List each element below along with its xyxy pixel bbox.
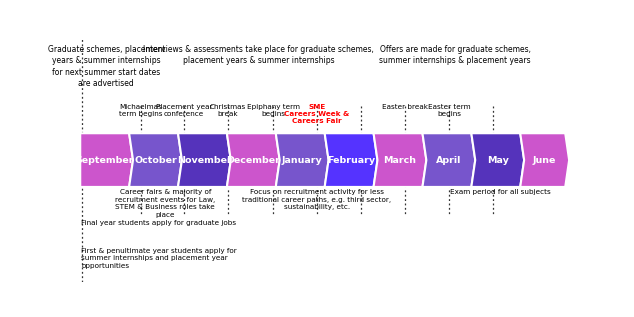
Text: September: September	[75, 156, 134, 165]
Polygon shape	[276, 133, 328, 187]
Text: Exam period for all subjects: Exam period for all subjects	[450, 189, 551, 195]
Text: First & penultimate year students apply for
summer internships and placement yea: First & penultimate year students apply …	[81, 248, 237, 269]
Text: December: December	[226, 156, 280, 165]
Polygon shape	[373, 133, 427, 187]
Polygon shape	[471, 133, 524, 187]
Text: Christmas
break: Christmas break	[210, 104, 246, 117]
Text: Easter term
begins: Easter term begins	[428, 104, 470, 117]
Text: Career fairs & majority of
recruitment events for Law,
STEM & Business roles tak: Career fairs & majority of recruitment e…	[115, 189, 216, 218]
Text: Epiphany term
begins: Epiphany term begins	[247, 104, 300, 117]
Polygon shape	[227, 133, 280, 187]
Polygon shape	[178, 133, 231, 187]
Text: January: January	[282, 156, 323, 165]
Text: Easter break: Easter break	[382, 104, 428, 110]
Polygon shape	[129, 133, 182, 187]
Polygon shape	[325, 133, 377, 187]
Text: June: June	[533, 156, 557, 165]
Text: May: May	[487, 156, 508, 165]
Text: April: April	[436, 156, 462, 165]
Text: November: November	[177, 156, 232, 165]
Text: February: February	[327, 156, 375, 165]
Text: Interviews & assessments take place for graduate schemes,
placement years & summ: Interviews & assessments take place for …	[143, 45, 374, 66]
Text: March: March	[384, 156, 417, 165]
Text: Offers are made for graduate schemes,
summer internships & placement years: Offers are made for graduate schemes, su…	[379, 45, 531, 66]
Polygon shape	[422, 133, 476, 187]
Polygon shape	[81, 133, 133, 187]
Text: Graduate schemes, placement
years & summer internships
for next summer start dat: Graduate schemes, placement years & summ…	[48, 45, 165, 88]
Text: Placement year
conference: Placement year conference	[156, 104, 212, 117]
Text: Focus on recruitment activity for less
traditional career paths, e.g. third sect: Focus on recruitment activity for less t…	[242, 189, 391, 210]
Text: October: October	[134, 156, 177, 165]
Text: Michaelmas
term begins: Michaelmas term begins	[119, 104, 162, 117]
Polygon shape	[521, 133, 569, 187]
Text: Final year students apply for graduate jobs: Final year students apply for graduate j…	[81, 220, 236, 226]
Text: SME
Careers Week &
Careers Fair: SME Careers Week & Careers Fair	[285, 104, 350, 124]
